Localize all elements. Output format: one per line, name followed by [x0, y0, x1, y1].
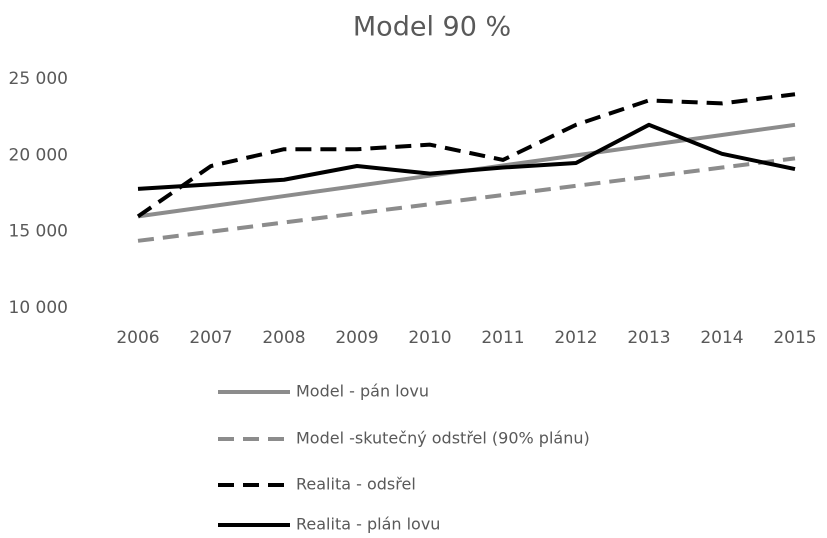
series-line — [137, 122, 796, 191]
x-tick-label: 2014 — [700, 328, 743, 348]
series-line — [137, 156, 796, 243]
y-tick-label: 20 000 — [9, 145, 68, 165]
legend-label: Model - pán lovu — [296, 382, 429, 401]
y-tick-label: 15 000 — [9, 222, 68, 242]
x-tick-label: 2013 — [627, 328, 670, 348]
chart-title: Model 90 % — [353, 12, 511, 43]
legend-label: Realita - odsřel — [296, 475, 416, 494]
series-line — [136, 92, 796, 219]
x-tick-label: 2011 — [481, 328, 524, 348]
x-tick-label: 2012 — [554, 328, 597, 348]
x-tick-label: 2015 — [773, 328, 816, 348]
y-tick-label: 10 000 — [9, 298, 68, 318]
legend-label: Model -skutečný odstřel (90% plánu) — [296, 429, 590, 448]
x-tick-label: 2007 — [189, 328, 232, 348]
x-tick-label: 2008 — [262, 328, 305, 348]
x-tick-label: 2010 — [408, 328, 451, 348]
x-tick-label: 2009 — [335, 328, 378, 348]
x-tick-label: 2006 — [116, 328, 159, 348]
legend-label: Realita - plán lovu — [296, 515, 440, 534]
y-tick-label: 25 000 — [9, 69, 68, 89]
